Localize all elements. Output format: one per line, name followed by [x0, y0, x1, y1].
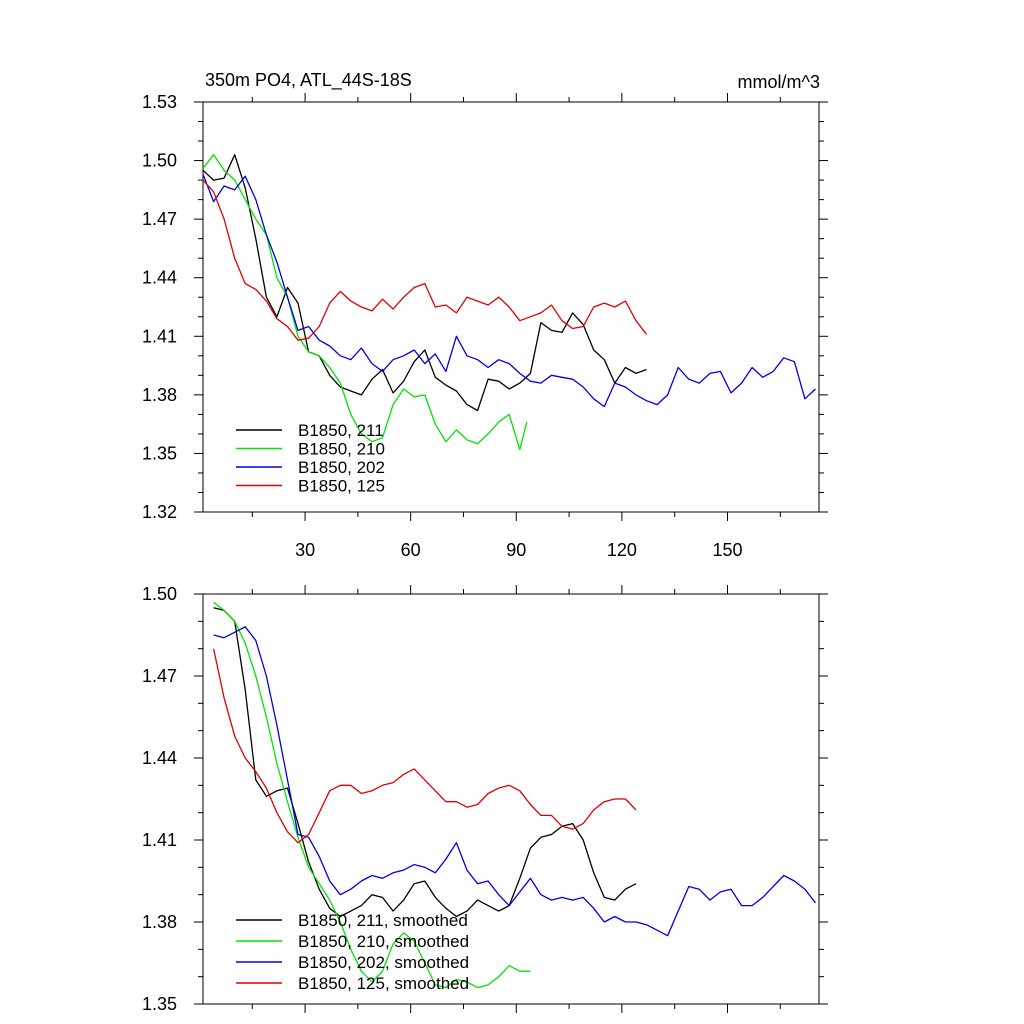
top-y-tick-label: 1.44 — [142, 268, 177, 288]
top-y-tick-label: 1.50 — [142, 151, 177, 171]
bottom-legend: B1850, 211, smoothed B1850, 210, smoothed… — [236, 911, 469, 993]
top-panel: 350m PO4, ATL_44S-18S mmol/m^3 1.321.351… — [142, 70, 828, 560]
bottom-y-tick-label: 1.41 — [142, 830, 177, 850]
top-y-tick-label: 1.41 — [142, 326, 177, 346]
top-legend-label-210: B1850, 210 — [298, 440, 385, 459]
top-legend-label-125: B1850, 125 — [298, 477, 385, 496]
top-plot-frame — [202, 101, 820, 513]
bottom-series-210 — [213, 601, 531, 989]
top-series — [202, 154, 816, 451]
bottom-legend-label-210: B1850, 210, smoothed — [298, 932, 469, 951]
top-y-tick-label: 1.38 — [142, 385, 177, 405]
bottom-panel: 1.35 1.38 1.41 1.44 1.47 1.50 B1850, 211, smo… — [142, 584, 828, 1014]
bottom-series-202 — [213, 626, 817, 937]
top-y-tick-label: 1.32 — [142, 502, 177, 522]
top-x-tick-label: 90 — [506, 540, 526, 560]
top-x-tick-label: 120 — [607, 540, 637, 560]
top-series-202 — [202, 173, 816, 408]
top-y-tick-label: 1.53 — [142, 92, 177, 112]
top-chart-units: mmol/m^3 — [738, 72, 820, 92]
bottom-y-tick-label: 1.44 — [142, 748, 177, 768]
bottom-legend-label-125: B1850, 125, smoothed — [298, 974, 469, 993]
top-x-tick-label: 60 — [401, 540, 421, 560]
top-x-tick-label: 150 — [712, 540, 742, 560]
top-y-tick-labels: 1.32 1.35 1.38 1.41 1.44 1.47 1.50 1.53 — [142, 92, 177, 522]
bottom-y-tick-label: 1.38 — [142, 912, 177, 932]
bottom-ticks — [194, 585, 828, 1013]
top-x-tick-label: 30 — [295, 540, 315, 560]
bottom-legend-label-211: B1850, 211, smoothed — [298, 911, 468, 930]
bottom-plot-frame — [202, 593, 820, 1005]
top-series-210 — [202, 154, 528, 451]
bottom-series-125 — [212, 648, 637, 844]
top-series-125 — [202, 179, 648, 341]
top-legend-label-211: B1850, 211 — [298, 421, 384, 440]
top-ticks — [194, 93, 828, 521]
top-y-tick-label: 1.35 — [142, 443, 177, 463]
top-y-tick-label: 1.47 — [142, 209, 177, 229]
top-x-tick-labels: 30 60 90 120 150 — [295, 540, 742, 560]
bottom-y-tick-label: 1.47 — [142, 666, 177, 686]
top-chart-title: 350m PO4, ATL_44S-18S — [205, 70, 412, 91]
top-legend-label-202: B1850, 202 — [298, 458, 385, 477]
bottom-series — [212, 601, 817, 989]
top-series-211 — [202, 154, 647, 412]
bottom-y-tick-labels: 1.35 1.38 1.41 1.44 1.47 1.50 — [142, 584, 177, 1014]
bottom-legend-label-202: B1850, 202, smoothed — [298, 953, 469, 972]
bottom-y-tick-label: 1.35 — [142, 994, 177, 1014]
bottom-y-tick-label: 1.50 — [142, 584, 177, 604]
